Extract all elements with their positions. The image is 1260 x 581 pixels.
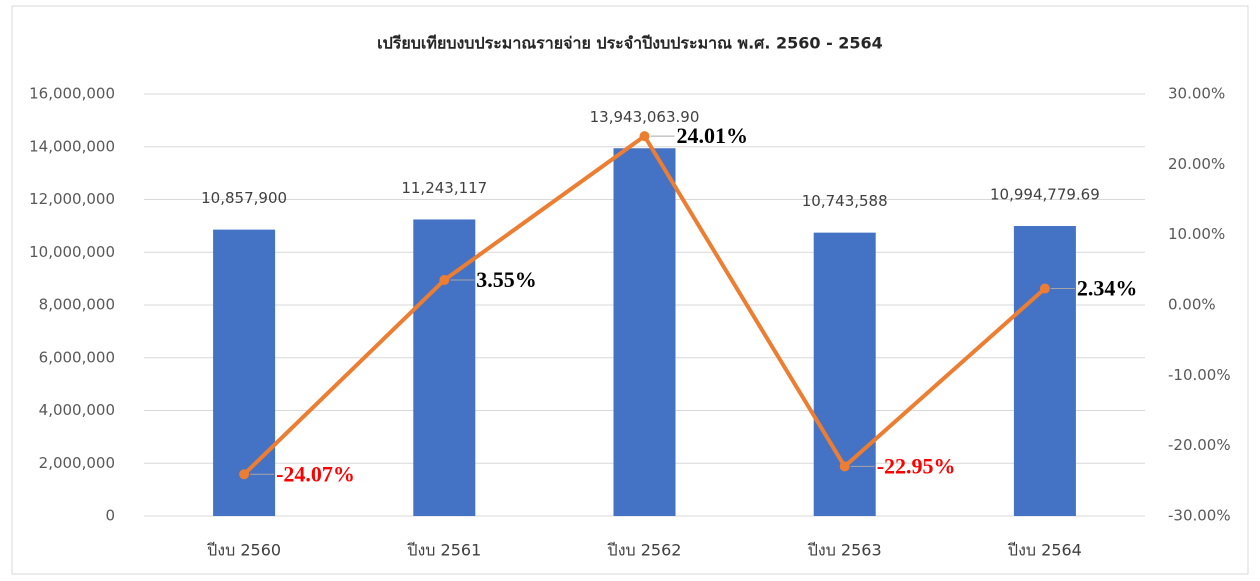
y-tick-label: 0 [105, 507, 115, 525]
bar [213, 229, 276, 516]
y-tick-label: 14,000,000 [29, 137, 115, 155]
y2-tick-label: 20.00% [1168, 155, 1225, 173]
y-tick-label: 12,000,000 [29, 190, 115, 208]
line-value-label: 2.34% [1077, 276, 1138, 301]
x-tick-label: ปีงบ 2562 [607, 541, 681, 560]
x-tick-label: ปีงบ 2564 [1008, 541, 1082, 560]
line-marker [239, 469, 250, 480]
y2-tick-label: 0.00% [1168, 296, 1216, 314]
line-value-label: -24.07% [276, 461, 355, 486]
bar-value-label: 10,994,779.69 [990, 186, 1100, 204]
bar [1013, 226, 1076, 516]
y-tick-label: 6,000,000 [39, 348, 115, 366]
line-value-label: -22.95% [877, 453, 956, 478]
line-marker [839, 461, 850, 472]
chart-title: เปรียบเทียบงบประมาณรายจ่าย ประจำปีงบประม… [377, 34, 883, 53]
line-marker [639, 131, 650, 142]
bar [413, 219, 476, 517]
y-tick-label: 2,000,000 [39, 454, 115, 472]
y2-tick-label: 10.00% [1168, 225, 1225, 243]
y2-tick-label: -20.00% [1168, 436, 1231, 454]
y2-tick-label: -10.00% [1168, 366, 1231, 384]
y2-tick-label: 30.00% [1168, 85, 1225, 103]
bar-value-label: 11,243,117 [401, 179, 487, 197]
line-value-label: 24.01% [677, 123, 749, 148]
y-tick-label: 4,000,000 [39, 401, 115, 419]
line-marker [439, 275, 450, 286]
bar [613, 148, 676, 516]
x-tick-label: ปีงบ 2561 [407, 541, 481, 560]
bar-value-label: 13,943,063.90 [590, 108, 700, 126]
x-tick-label: ปีงบ 2563 [807, 541, 881, 560]
bar-value-label: 10,743,588 [802, 192, 888, 210]
line-value-label: 3.55% [476, 267, 537, 292]
y-tick-label: 10,000,000 [29, 243, 115, 261]
y-tick-label: 16,000,000 [29, 85, 115, 103]
y-tick-label: 8,000,000 [39, 296, 115, 314]
y2-tick-label: -30.00% [1168, 507, 1231, 525]
x-tick-label: ปีงบ 2560 [207, 541, 281, 560]
bar-value-label: 10,857,900 [201, 189, 287, 207]
bar [813, 232, 876, 516]
line-marker [1039, 283, 1050, 294]
